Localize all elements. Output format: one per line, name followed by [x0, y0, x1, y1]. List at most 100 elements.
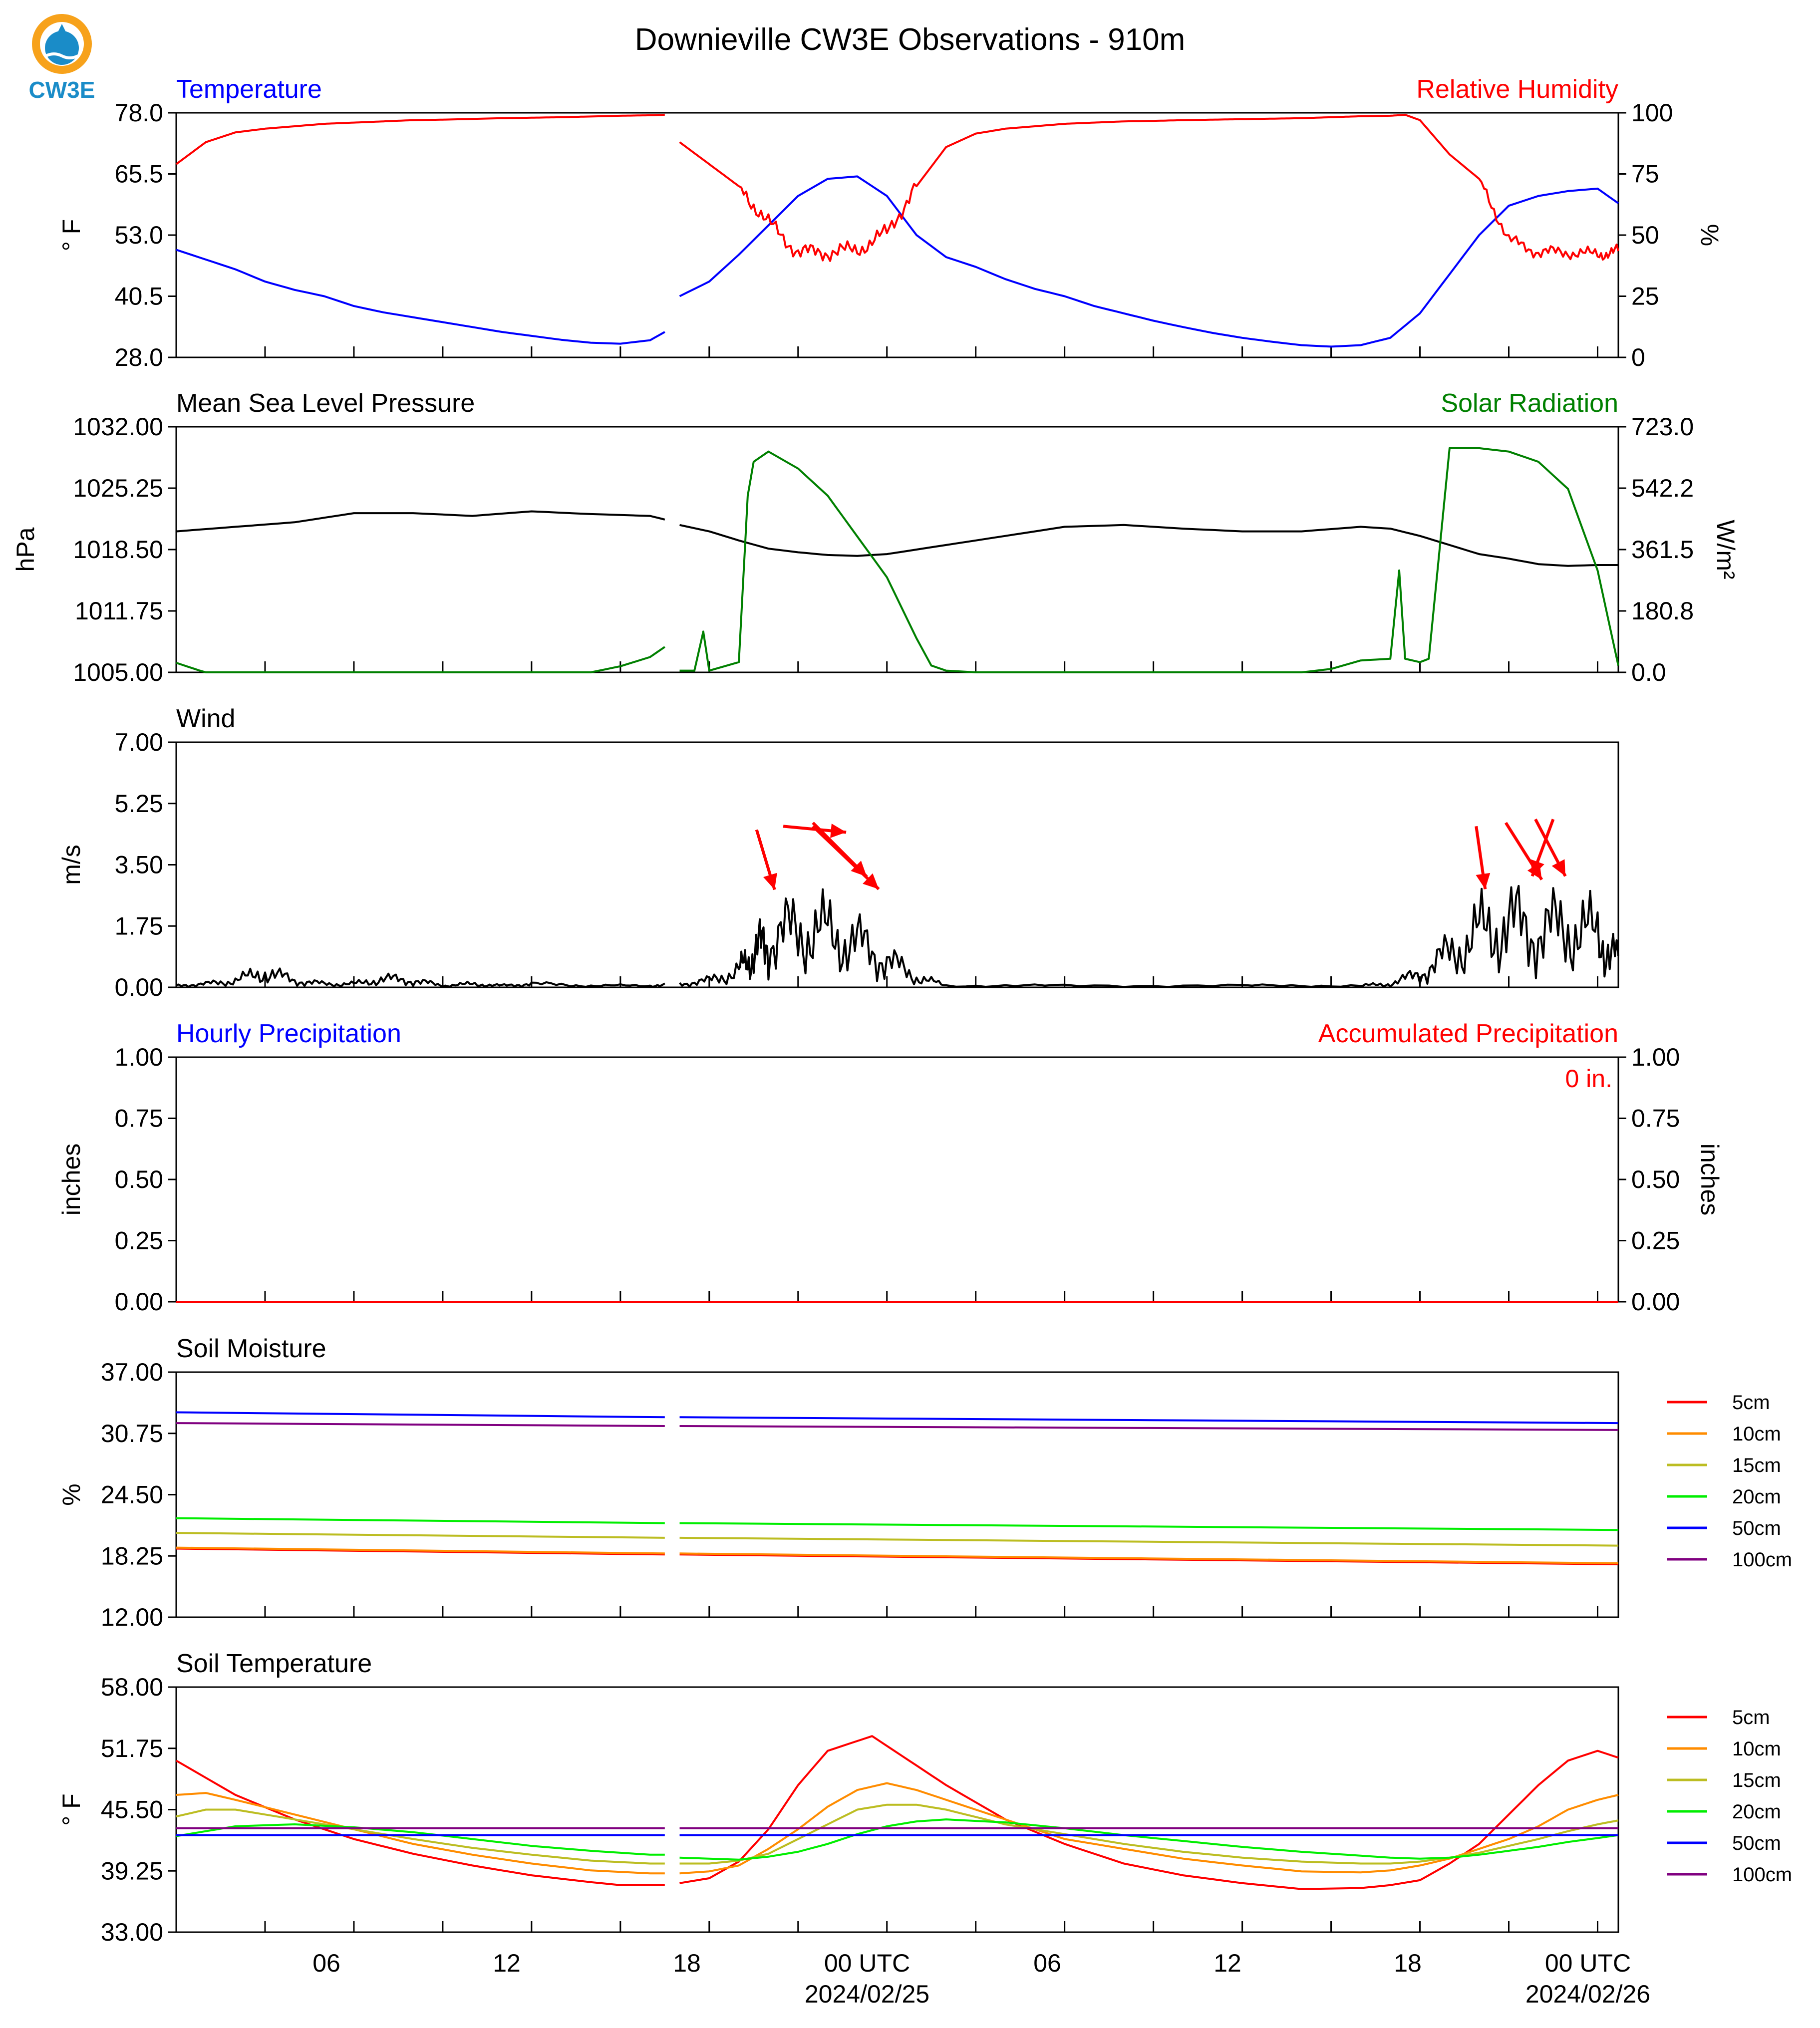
series-line-15cm-1 [679, 1803, 1619, 1865]
series-line-20cm-1 [679, 1818, 1619, 1861]
time-tick-label: 00 UTC [1545, 1949, 1631, 1977]
panel-title-left: Hourly Precipitation [176, 1019, 401, 1048]
logo-ring [32, 14, 92, 74]
y-tick-label: 1.75 [115, 912, 163, 940]
series-line-temperature-humidity-1-0 [175, 113, 665, 165]
series-line-5cm-1 [679, 1735, 1619, 1890]
series-line-10cm-1 [679, 1552, 1619, 1564]
panel-wind: 0.00 1.75 3.50 5.25 7.00 m/s Wind [57, 704, 1619, 1001]
y-right-tick-label: 0 [1631, 343, 1645, 371]
chart-panels: 28.0 40.5 53.0 65.5 78.0 0 25 50 75 100 ° F % Temper… [11, 75, 1792, 1946]
time-axis-labels: 06 12 18 00 UTC 06 12 18 00 UTC 2024/02/… [312, 1949, 1650, 2008]
wind-arrowhead [1551, 859, 1565, 876]
panel-title-right: Solar Radiation [1441, 389, 1618, 418]
y-tick-label: 1.00 [115, 1043, 163, 1071]
wind-arrowhead [1530, 859, 1544, 876]
y-tick-label: 0.50 [115, 1165, 163, 1193]
y-tick-label: 0.75 [115, 1105, 163, 1133]
y-tick-label: 12.00 [101, 1603, 163, 1631]
y-right-tick-label: 0.00 [1631, 1288, 1680, 1316]
y-tick-label: 5.25 [115, 790, 163, 818]
y-axis-label: ° F [57, 1793, 85, 1825]
y-tick-label: 39.25 [101, 1857, 163, 1885]
y-tick-label: 1025.25 [73, 474, 163, 502]
y-tick-label: 45.50 [101, 1796, 163, 1824]
time-tick-label: 06 [1033, 1949, 1061, 1977]
series-line-temperature-humidity-0-1 [679, 175, 1619, 348]
y-tick-label: 0.25 [115, 1227, 163, 1255]
date-label: 2024/02/25 [805, 1980, 929, 2008]
y-right-tick-label: 0.25 [1631, 1227, 1680, 1255]
y-tick-label: 58.00 [101, 1673, 163, 1701]
y-tick-label: 1018.50 [73, 536, 163, 564]
panel-title-left: Soil Temperature [176, 1649, 372, 1678]
series-line-20cm-1 [679, 1522, 1619, 1531]
legend-label-5cm: 5cm [1732, 1707, 1770, 1729]
series-line-wind-0-0 [176, 967, 665, 988]
legend-label-50cm: 50cm [1732, 1832, 1781, 1854]
y-right-tick-label: 0.75 [1631, 1105, 1680, 1133]
panel-title-left: Mean Sea Level Pressure [176, 389, 475, 418]
series-line-10cm-0 [176, 1792, 665, 1875]
y-right-tick-label: 180.8 [1631, 597, 1694, 625]
panel-title-right: Relative Humidity [1416, 75, 1618, 104]
series-line-temperature-humidity-1-1 [679, 113, 1619, 262]
legend-label-20cm: 20cm [1732, 1486, 1781, 1508]
y-tick-label: 40.5 [115, 283, 163, 310]
date-label: 2024/02/26 [1525, 1980, 1650, 2008]
legend-label-100cm: 100cm [1732, 1864, 1792, 1886]
series-line-15cm-0 [176, 1808, 665, 1865]
series-line-100cm-0 [176, 1422, 665, 1427]
y-axis-label: m/s [57, 845, 85, 885]
accumulated-total-label: 0 in. [1565, 1065, 1612, 1093]
series-line-pressure-solar-0-0 [176, 510, 665, 533]
y-axis-label: inches [57, 1144, 85, 1216]
panel-soil-temperature: 33.00 39.25 45.50 51.75 58.00 ° F Soil Tempera… [57, 1649, 1792, 1946]
y-right-tick-label: 723.0 [1631, 413, 1694, 441]
time-tick-label: 18 [673, 1949, 701, 1977]
y-tick-label: 18.25 [101, 1542, 163, 1570]
panel-temperature-humidity: 28.0 40.5 53.0 65.5 78.0 0 25 50 75 100 ° F % Temper… [57, 75, 1724, 371]
series-line-50cm-0 [176, 1411, 665, 1419]
series-line-100cm-1 [679, 1425, 1619, 1431]
series-line-50cm-1 [679, 1416, 1619, 1425]
y-tick-label: 0.00 [115, 973, 163, 1001]
y-tick-label: 53.0 [115, 221, 163, 249]
panel-soil-moisture: 12.00 18.25 24.50 30.75 37.00% Soil Moisture 5… [57, 1334, 1792, 1631]
y-tick-label: 24.50 [101, 1481, 163, 1509]
y-tick-label: 28.0 [115, 343, 163, 371]
y-right-tick-label: 1.00 [1631, 1043, 1680, 1071]
cw3e-logo: CW3E [29, 14, 95, 103]
wind-arrowhead [1476, 872, 1491, 889]
panel-title-left: Wind [176, 704, 235, 733]
y-right-tick-label: 25 [1631, 283, 1659, 310]
panel-title-left: Temperature [176, 75, 322, 104]
legend-label-50cm: 50cm [1732, 1517, 1781, 1539]
y-right-tick-label: 542.2 [1631, 474, 1694, 502]
series-line-15cm-1 [679, 1536, 1619, 1547]
series-line-10cm-1 [679, 1782, 1619, 1875]
y-tick-label: 0.00 [115, 1288, 163, 1316]
wind-arrowhead [763, 872, 777, 890]
y-tick-label: 51.75 [101, 1735, 163, 1762]
logo-text: CW3E [29, 77, 95, 103]
legend-label-15cm: 15cm [1732, 1454, 1781, 1476]
y-tick-label: 33.00 [101, 1918, 163, 1946]
y-right-axis-label: inches [1696, 1144, 1724, 1216]
y-axis-label: hPa [11, 527, 39, 572]
logo-wave-icon [45, 52, 79, 59]
y-tick-label: 3.50 [115, 851, 163, 879]
series-legend: 5cm 10cm 15cm 20cm 50cm 100cm [1667, 1707, 1792, 1886]
legend-label-10cm: 10cm [1732, 1738, 1781, 1760]
figure-title: Downieville CW3E Observations - 910m [635, 22, 1186, 57]
y-axis-label: ° F [57, 219, 85, 251]
y-tick-label: 65.5 [115, 160, 163, 188]
series-legend: 5cm 10cm 15cm 20cm 50cm 100cm [1667, 1392, 1792, 1571]
y-right-tick-label: 0.50 [1631, 1165, 1680, 1193]
y-axis-label: % [57, 1483, 85, 1505]
y-right-axis-label: % [1696, 224, 1724, 246]
legend-label-10cm: 10cm [1732, 1423, 1781, 1445]
panel-precipitation: 0.00 0.25 0.50 0.75 1.00 0.00 0.25 0.50 0.75 1.00… [57, 1019, 1724, 1316]
